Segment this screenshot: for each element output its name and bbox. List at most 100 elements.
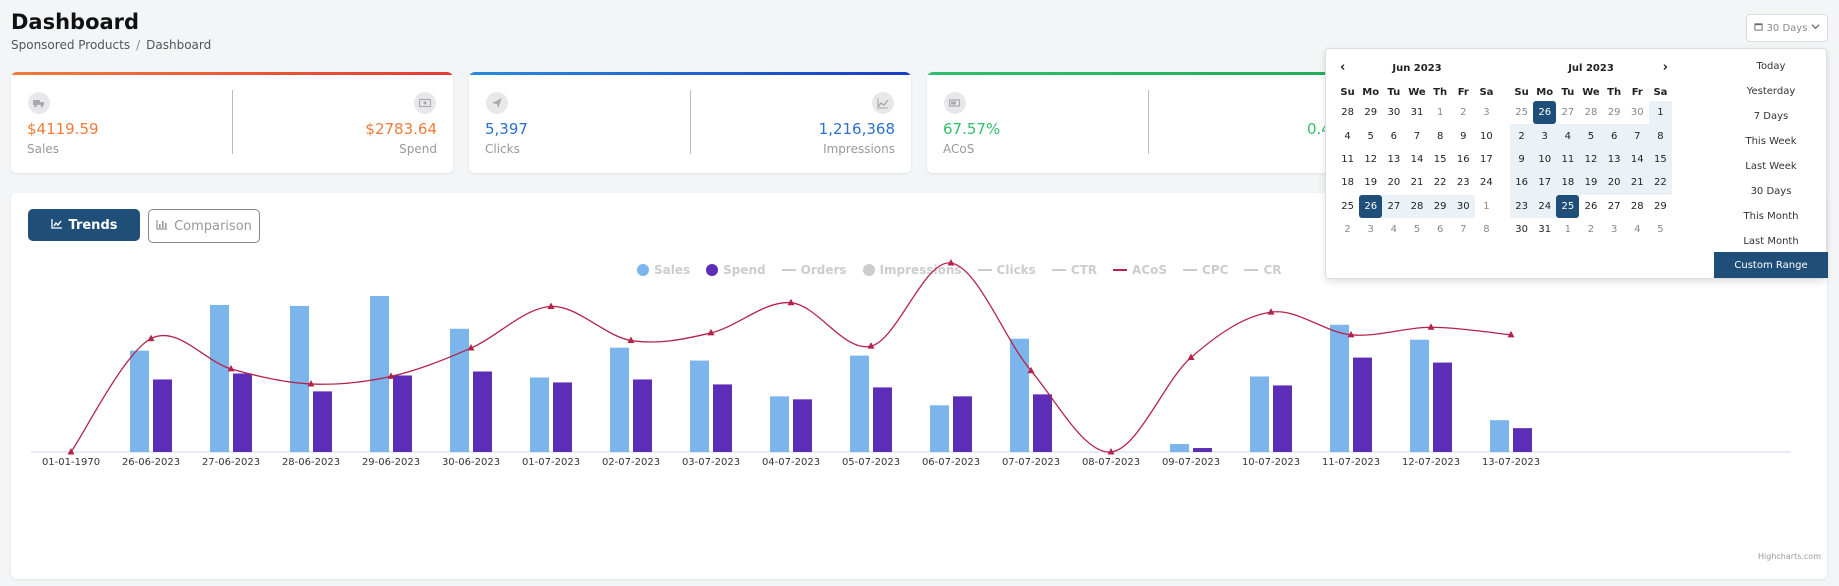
acos-point[interactable] — [867, 342, 875, 349]
calendar-day[interactable]: 4 — [1344, 130, 1351, 142]
tab-trends[interactable]: Trends — [28, 209, 140, 241]
calendar-day[interactable]: 8 — [1436, 130, 1444, 142]
spend-bar[interactable] — [313, 391, 332, 452]
range-option-custom-range[interactable]: Custom Range — [1714, 252, 1828, 278]
calendar-day[interactable]: 9 — [1510, 147, 1534, 172]
acos-point[interactable] — [627, 336, 635, 343]
acos-point[interactable] — [547, 302, 555, 309]
calendar-day[interactable]: 10 — [1533, 147, 1557, 172]
sales-bar[interactable] — [290, 305, 309, 452]
calendar-day[interactable]: 30 — [1451, 194, 1475, 218]
calendar-day[interactable]: 8 — [1483, 224, 1490, 236]
legend-item-cpc[interactable]: CPC — [1183, 263, 1228, 277]
tab-comparison[interactable]: Comparison — [148, 209, 260, 243]
calendar-day[interactable]: 1 — [1436, 107, 1444, 119]
calendar-day[interactable]: 7 — [1460, 224, 1467, 236]
sales-bar[interactable] — [370, 295, 389, 452]
sales-bar[interactable] — [1490, 420, 1509, 452]
calendar-day[interactable]: 12 — [1364, 153, 1378, 165]
calendar-day[interactable]: 7 — [1413, 130, 1421, 142]
spend-bar[interactable] — [793, 399, 812, 452]
acos-point[interactable] — [947, 259, 955, 266]
spend-bar[interactable] — [1353, 357, 1372, 452]
calendar-day[interactable]: 28 — [1341, 107, 1354, 119]
calendar-day[interactable]: 16 — [1510, 171, 1534, 195]
calendar-day[interactable]: 14 — [1625, 147, 1649, 172]
spend-bar[interactable] — [153, 379, 172, 452]
range-option-today[interactable]: Today — [1756, 61, 1786, 72]
sales-bar[interactable] — [930, 405, 949, 452]
range-option-this-week[interactable]: This Week — [1745, 136, 1797, 147]
acos-point[interactable] — [227, 364, 235, 372]
range-option-this-month[interactable]: This Month — [1743, 211, 1799, 222]
sales-bar[interactable] — [210, 304, 229, 452]
calendar-day[interactable]: 15 — [1433, 153, 1447, 165]
acos-point[interactable] — [1267, 308, 1275, 315]
calendar-day[interactable]: 21 — [1410, 177, 1424, 189]
calendar-day[interactable]: 8 — [1648, 124, 1672, 148]
range-option-yesterday[interactable]: Yesterday — [1746, 86, 1796, 97]
calendar-day[interactable]: 5 — [1367, 130, 1374, 142]
acos-point[interactable] — [67, 448, 75, 455]
calendar-day[interactable]: 6 — [1602, 124, 1626, 148]
chart-credit[interactable]: Highcharts.com — [1758, 552, 1821, 561]
acos-point[interactable] — [787, 298, 795, 306]
acos-point[interactable] — [1347, 330, 1355, 338]
calendar-day[interactable]: 1 — [1564, 224, 1572, 236]
calendar-day[interactable]: 6 — [1390, 130, 1398, 142]
spend-bar[interactable] — [473, 371, 492, 452]
calendar-day[interactable]: 1 — [1483, 200, 1490, 212]
calendar-day[interactable]: 25 — [1341, 200, 1354, 212]
calendar-day[interactable]: 7 — [1625, 124, 1649, 148]
calendar-day[interactable]: 20 — [1387, 177, 1401, 189]
acos-point[interactable] — [707, 328, 715, 336]
sales-bar[interactable] — [770, 396, 789, 452]
calendar-day[interactable]: 13 — [1602, 147, 1626, 172]
acos-point[interactable] — [1507, 330, 1515, 338]
calendar-day[interactable]: 17 — [1480, 153, 1493, 165]
calendar-day[interactable]: 11 — [1341, 153, 1354, 165]
spend-bar[interactable] — [1513, 428, 1532, 452]
acos-point[interactable] — [147, 334, 155, 342]
calendar-day[interactable]: 26 — [1584, 200, 1598, 212]
calendar-day[interactable]: 13 — [1387, 153, 1401, 165]
spend-bar[interactable] — [953, 396, 972, 452]
legend-item-spend[interactable]: Spend — [706, 263, 766, 277]
calendar-day[interactable]: 22 — [1433, 177, 1447, 189]
sales-bar[interactable] — [690, 360, 709, 452]
acos-line[interactable] — [70, 262, 1512, 453]
calendar-day[interactable]: 3 — [1533, 124, 1557, 148]
date-range-button[interactable]: 30 Days — [1746, 14, 1828, 42]
calendar-day[interactable]: 10 — [1480, 130, 1493, 142]
calendar-day[interactable]: 21 — [1625, 171, 1649, 195]
sales-bar[interactable] — [1170, 444, 1189, 452]
calendar-day[interactable]: 12 — [1579, 147, 1603, 172]
calendar-day[interactable]: 2 — [1344, 224, 1351, 236]
calendar-day[interactable]: 2 — [1460, 107, 1467, 119]
sales-bar[interactable] — [130, 350, 149, 452]
calendar-day[interactable]: 19 — [1364, 177, 1378, 189]
spend-bar[interactable] — [633, 379, 652, 452]
legend-item-acos[interactable]: ACoS — [1113, 263, 1167, 277]
spend-bar[interactable] — [713, 384, 732, 452]
sales-bar[interactable] — [1410, 339, 1429, 452]
calendar-day[interactable]: 22 — [1648, 171, 1672, 195]
calendar-day[interactable]: 25 — [1556, 194, 1580, 218]
spend-bar[interactable] — [553, 382, 572, 452]
calendar-day[interactable]: 18 — [1341, 177, 1354, 189]
sales-bar[interactable] — [530, 377, 549, 452]
range-option-last-week[interactable]: Last Week — [1745, 161, 1797, 172]
calendar-day[interactable]: 2 — [1510, 124, 1534, 148]
spend-bar[interactable] — [1033, 394, 1052, 452]
calendar-day[interactable]: 23 — [1510, 194, 1534, 218]
acos-point[interactable] — [387, 372, 395, 379]
acos-point[interactable] — [467, 344, 475, 351]
calendar-day[interactable]: 23 — [1456, 177, 1470, 189]
calendar-day[interactable]: 29 — [1428, 194, 1452, 218]
legend-item-impressions[interactable]: Impressions — [862, 263, 962, 277]
sales-bar[interactable] — [450, 328, 469, 452]
calendar-day[interactable]: 30 — [1387, 107, 1401, 119]
spend-bar[interactable] — [873, 387, 892, 452]
calendar-day[interactable]: 24 — [1480, 177, 1493, 189]
legend-item-cr[interactable]: CR — [1244, 263, 1282, 277]
